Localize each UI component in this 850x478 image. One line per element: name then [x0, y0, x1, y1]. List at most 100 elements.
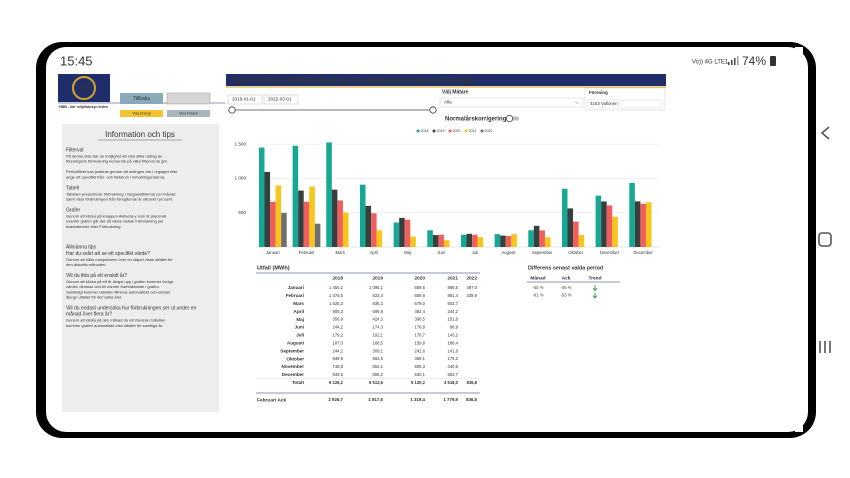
bar	[427, 230, 433, 247]
bar	[494, 234, 501, 247]
back-button[interactable]	[120, 93, 163, 104]
ack-cell: 1 319,4	[410, 397, 425, 402]
nav-back[interactable]	[820, 126, 830, 140]
bar	[264, 171, 271, 247]
bar	[466, 233, 473, 247]
x-tick-label: Maj	[404, 250, 411, 255]
table-cell: 174,2	[448, 356, 459, 361]
signal-icon	[728, 56, 739, 65]
date-to-box[interactable]	[263, 94, 299, 105]
slider-handle[interactable]	[228, 106, 236, 114]
table-cell: 178,7	[415, 333, 426, 338]
slider-handle[interactable]	[429, 106, 437, 114]
info-body: Samtidigt kommer tabellen filtreras auto…	[66, 289, 171, 294]
toggle-knob[interactable]	[505, 114, 514, 123]
differens-title: Differens senast valda period	[528, 265, 603, 271]
column-header: 2020	[414, 275, 425, 281]
ack-cell: 1 779,9	[443, 397, 458, 402]
table-cell: 187,0	[333, 340, 344, 345]
bar	[595, 195, 602, 247]
table-cell: 1 476,5	[329, 293, 344, 298]
trend-arrow	[592, 292, 598, 299]
table-cell: 836,8	[467, 380, 478, 385]
table-cell: 665,2	[373, 372, 384, 377]
info-body: den aktuella månaden.	[66, 262, 106, 267]
info-body: ange ett specifikt från- och tilldatum i…	[66, 174, 165, 179]
nav-recent[interactable]	[819, 341, 831, 353]
differens-cell: -45 %	[533, 285, 544, 290]
correction-label: Normalårskorrigering:	[445, 116, 508, 123]
logo	[58, 74, 110, 102]
bar	[443, 240, 450, 247]
legend-swatch	[416, 129, 420, 133]
bar	[645, 202, 652, 247]
x-tick-label: Februari	[299, 250, 315, 255]
table-cell: 1 095,1	[369, 285, 384, 290]
table-cell: 562,6	[373, 356, 384, 361]
bar	[365, 205, 372, 247]
table-cell: 934,6	[333, 372, 344, 377]
info-panel	[62, 124, 219, 412]
bar	[634, 201, 641, 247]
table-cell: 497,0	[467, 285, 478, 290]
info-body: Genom att klicka på ett år längst upp i …	[66, 279, 174, 284]
info-heading: Filterval	[66, 147, 84, 153]
table-cell: 492,4	[415, 309, 426, 314]
row-label: Februari	[286, 293, 304, 298]
bar	[567, 208, 574, 247]
row-label: Augusti	[287, 341, 304, 346]
info-body: samt visar förändringen från föregående …	[66, 196, 173, 201]
energy-button-label: Visa Energi	[132, 111, 151, 115]
info-body: återge utfallet för det valda året.	[66, 295, 122, 300]
x-tick-label: December	[634, 250, 654, 255]
legend-swatch	[464, 129, 468, 133]
association-field[interactable]	[587, 99, 663, 109]
table-cell: 881,4	[448, 293, 459, 298]
bar	[539, 230, 545, 247]
info-heading: Har du svårt att se ett specifikt värde?	[66, 250, 150, 257]
row-label: September	[280, 348, 304, 353]
report-title: Fjärrvärme | Förbrukad ej normalårskorri…	[232, 75, 473, 86]
table-cell: 1 525,3	[329, 301, 344, 306]
bar	[511, 234, 517, 247]
bar	[292, 145, 299, 247]
bar	[533, 225, 540, 247]
table-cell: 424,3	[373, 317, 384, 322]
ack-label: Februari Ack	[257, 397, 286, 403]
date-from: 2018-01-01	[232, 97, 256, 102]
info-heading: Vill du endast undersöka hur förbrukning…	[66, 306, 196, 312]
x-tick-label: April	[370, 250, 378, 255]
info-body: värden dimmas och bli mindre framträdand…	[66, 284, 160, 289]
table-cell: 664,1	[373, 364, 384, 369]
bar	[270, 201, 276, 247]
logo-emblem	[72, 76, 96, 100]
row-label: April	[294, 309, 304, 314]
info-heading: Allmänna tips	[66, 245, 97, 251]
info-title: Information och tips	[105, 130, 175, 139]
dropdown-arrow	[574, 101, 580, 104]
info-heading: Grafer	[66, 207, 81, 213]
column-header: 2022	[466, 275, 477, 281]
table-cell: 244,2	[333, 348, 344, 353]
table-cell: 6 513,6	[369, 380, 384, 385]
row-label: December	[282, 372, 304, 377]
info-body: kommer grafen automatiskt visa utfallet …	[66, 323, 163, 328]
differens-header: Trend	[588, 275, 601, 281]
trend-arrow	[592, 285, 598, 292]
table-cell: 822,4	[373, 293, 384, 298]
bar	[544, 237, 551, 247]
nav-home[interactable]	[818, 232, 832, 247]
column-header: 2021	[447, 275, 458, 281]
flow-button[interactable]	[167, 110, 210, 117]
blank-button[interactable]	[166, 92, 211, 105]
date-from-box[interactable]	[227, 94, 263, 105]
meter-dropdown[interactable]	[439, 97, 584, 108]
info-body: Tabellen presenterar förbrukning i megaw…	[66, 191, 175, 196]
chart: 500 1 000 1 500 2018 2019 2020 2021 2022 Januari…	[235, 129, 660, 255]
differens-header: Månad	[530, 274, 545, 281]
table-cell: 606,3	[415, 364, 426, 369]
bar	[258, 147, 265, 247]
energy-button[interactable]	[120, 110, 163, 117]
